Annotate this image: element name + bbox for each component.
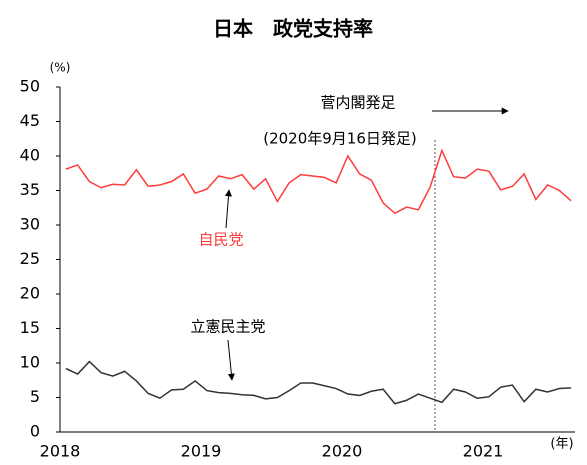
y-tick-label: 15 (20, 318, 40, 337)
x-tick-label: 2020 (322, 442, 363, 461)
x-tick-label: 2019 (181, 442, 222, 461)
series-label: 立憲民主党 (190, 318, 265, 336)
y-tick-label: 20 (20, 284, 40, 303)
series-line (65, 360, 572, 405)
annotation: (2020年9月16日発足) (263, 130, 417, 148)
y-tick-label: 50 (20, 77, 40, 96)
y-tick-label: 40 (20, 146, 40, 165)
annotation: 菅内閣発足 (320, 94, 395, 112)
x-tick-label: 2021 (463, 442, 504, 461)
series-line (65, 148, 572, 215)
arrow (225, 189, 232, 229)
arrow (227, 339, 235, 381)
y-tick-label: 0 (30, 422, 40, 441)
series-label: 自民党 (198, 231, 243, 249)
chart-title: 日本 政党支持率 (213, 17, 373, 41)
y-tick-label: 10 (20, 353, 40, 372)
y-tick-label: 5 (30, 387, 40, 406)
y-unit: (%) (50, 61, 71, 75)
y-tick-label: 25 (20, 249, 40, 268)
y-tick-label: 45 (20, 111, 40, 130)
y-tick-label: 35 (20, 180, 40, 199)
y-tick-label: 30 (20, 215, 40, 234)
x-tick-label: 2018 (40, 442, 81, 461)
x-unit: (年) (550, 437, 573, 452)
